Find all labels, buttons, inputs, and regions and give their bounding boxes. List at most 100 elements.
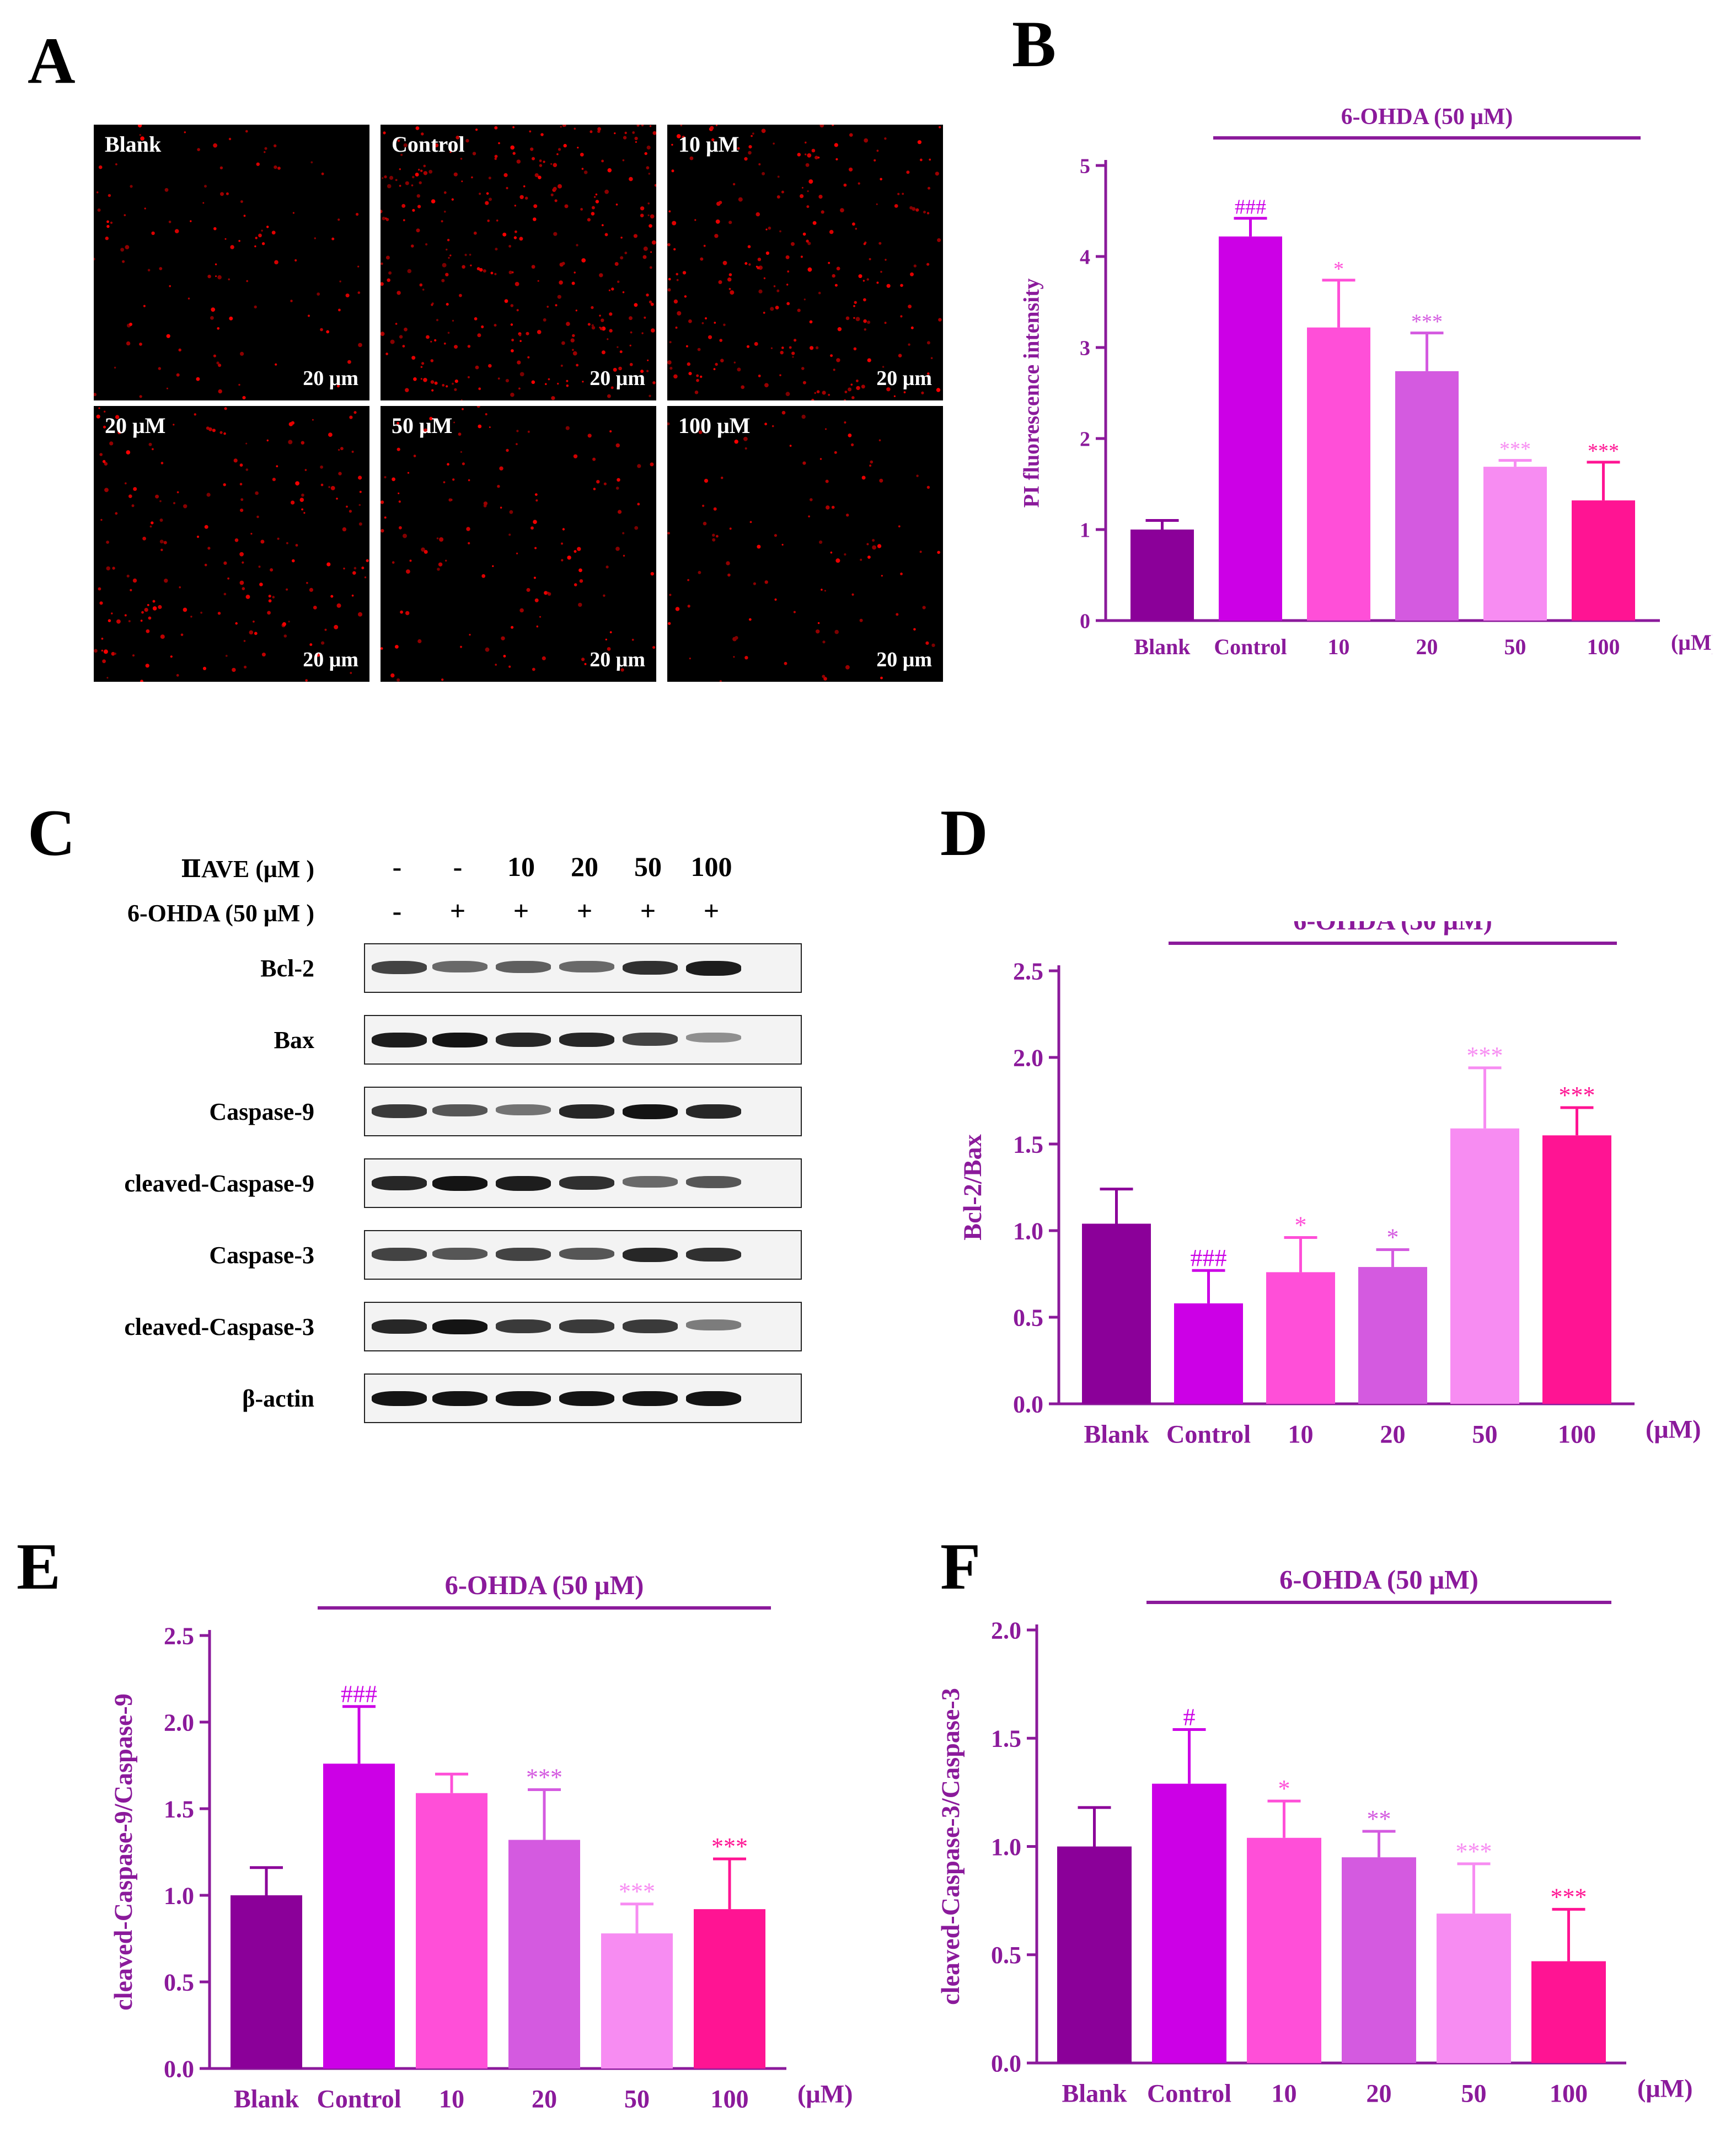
x-tick-label: 50	[1504, 634, 1526, 659]
y-axis-label: Bcl-2/Bax	[958, 1134, 987, 1240]
significance-mark: #	[1183, 1704, 1196, 1731]
microscopy-image: 100 μM 20 μm	[667, 406, 943, 682]
chart-pi-fluorescence: 0 1 2 3 4 5 Blank ### Control * 10 *** 20 *** 50 *** 100…	[1019, 104, 1712, 659]
treatment-label: ⅡAVE (μM )	[180, 856, 314, 883]
bar	[1266, 1272, 1335, 1404]
blot-strip	[364, 1015, 802, 1065]
significance-mark: *	[1295, 1212, 1307, 1239]
lane-marker: -	[392, 895, 402, 926]
y-tick-label: 0.5	[164, 1969, 194, 1996]
blot-band	[372, 1391, 427, 1407]
blot-band	[623, 1248, 678, 1262]
blot-band	[372, 1033, 427, 1047]
y-tick-label: 0.5	[1013, 1304, 1043, 1331]
lane-marker: +	[576, 895, 593, 926]
y-tick-label: 2.0	[164, 1709, 194, 1736]
bracket-label: 6-OHDA (50 μM)	[1279, 1565, 1478, 1595]
x-tick-label: 20	[1366, 2079, 1391, 2107]
image-label: 100 μM	[678, 413, 751, 438]
blot-band	[686, 1319, 741, 1330]
bar	[1572, 500, 1635, 621]
x-unit-label: (μM)	[1671, 630, 1712, 655]
significance-mark: ***	[1456, 1838, 1492, 1865]
western-blot-panel: ⅡAVE (μM ) - - 10 20 50 100 6-OHDA (50 μM ) - + + +…	[72, 844, 844, 1456]
cell-dots	[667, 125, 942, 400]
blot-label: Bcl-2	[260, 955, 314, 982]
bar	[1219, 236, 1282, 621]
x-unit-label: (μM)	[797, 2080, 853, 2108]
x-tick-label: 10	[1328, 634, 1350, 659]
blot-band	[559, 1319, 614, 1333]
y-tick-label: 1.5	[164, 1795, 194, 1822]
bracket-label: 6-OHDA (50 μM)	[1341, 104, 1513, 130]
significance-mark: ***	[1559, 1082, 1595, 1109]
y-tick-label: 1.5	[991, 1725, 1021, 1752]
y-tick-label: 1	[1080, 519, 1090, 542]
blot-label: β-actin	[242, 1385, 314, 1412]
y-axis-label: PI fluorescence intensity	[1019, 279, 1043, 508]
bar	[1358, 1266, 1427, 1404]
blot-band	[623, 1176, 678, 1188]
cell-dots	[381, 125, 656, 400]
bar	[1531, 1961, 1606, 2063]
bar	[1130, 530, 1194, 621]
y-tick-label: 1.0	[1013, 1217, 1043, 1244]
blot-band	[623, 1104, 678, 1120]
bar	[1174, 1303, 1243, 1404]
significance-mark: ***	[1551, 1883, 1587, 1910]
blot-band	[496, 1248, 551, 1261]
significance-mark: *	[1387, 1224, 1399, 1251]
blot-band	[559, 1176, 614, 1190]
scale-bar: 20 μm	[876, 367, 932, 390]
bar	[1450, 1128, 1519, 1404]
x-tick-label: 100	[1550, 2079, 1588, 2107]
significance-mark: ***	[1467, 1042, 1503, 1069]
panel-letter-a: A	[28, 24, 76, 97]
significance-mark: *	[1333, 258, 1344, 281]
significance-mark: ***	[1588, 440, 1619, 463]
bar	[1082, 1223, 1151, 1404]
blot-strip	[364, 1302, 802, 1351]
panel-letter-b: B	[1012, 7, 1057, 81]
blot-band	[559, 1391, 614, 1407]
blot-band	[686, 961, 741, 976]
x-tick-label: 50	[1472, 1420, 1497, 1448]
y-tick-label: 0.0	[1013, 1391, 1043, 1418]
blot-strip	[364, 943, 802, 993]
blot-band	[432, 961, 487, 972]
panel-letter-d: D	[940, 796, 988, 869]
blot-band	[432, 1391, 487, 1407]
significance-mark: ###	[1191, 1244, 1227, 1271]
blot-band	[432, 1176, 487, 1191]
chart-cleaved-caspase9: 0.0 0.5 1.0 1.5 2.0 2.5 Blank ### Control 10 *** 20…	[110, 1571, 853, 2113]
blot-band	[559, 1248, 614, 1260]
y-tick-label: 0	[1080, 610, 1090, 633]
bar	[601, 1933, 673, 2069]
blot-band	[623, 1033, 678, 1046]
y-tick-label: 1.0	[991, 1834, 1021, 1861]
blot-strip	[364, 1230, 802, 1280]
lane-marker: +	[449, 895, 466, 926]
scale-bar: 20 μm	[590, 367, 645, 390]
blot-band	[372, 961, 427, 974]
cell-dots	[94, 407, 369, 682]
blot-band	[559, 1033, 614, 1047]
blot-band	[496, 1033, 551, 1047]
y-axis-label: cleaved-Caspase-3/Caspase-3	[936, 1688, 965, 2005]
blot-label: Bax	[274, 1027, 314, 1054]
significance-mark: ***	[1499, 438, 1531, 461]
significance-mark: ***	[711, 1833, 748, 1860]
blot-band	[559, 961, 614, 972]
scale-bar: 20 μm	[876, 648, 932, 671]
blot-band	[496, 1319, 551, 1333]
x-tick-label: Blank	[1062, 2079, 1127, 2107]
lane-marker: +	[513, 895, 529, 926]
x-tick-label: 20	[1380, 1420, 1405, 1448]
image-label: 50 μM	[392, 413, 453, 438]
treatment-label: 6-OHDA (50 μM )	[127, 900, 314, 927]
blot-label: Caspase-9	[209, 1098, 314, 1125]
x-tick-label: 50	[624, 2084, 650, 2113]
x-tick-label: 50	[1461, 2079, 1486, 2107]
chart-bcl2-bax: 0.0 0.5 1.0 1.5 2.0 2.5 Blank ### Control * 10 * 20 *…	[958, 921, 1701, 1448]
y-tick-label: 5	[1080, 154, 1090, 178]
